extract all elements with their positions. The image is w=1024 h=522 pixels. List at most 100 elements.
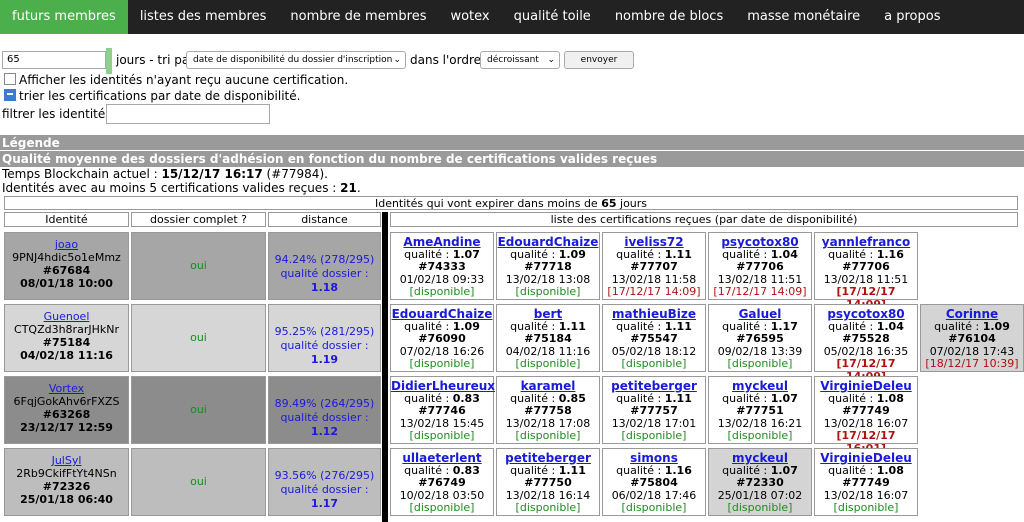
cert-block: #76090 [418,332,466,345]
cert-date: 04/02/18 11:16 [505,344,591,358]
cert-name-link[interactable]: ullaeterlent [402,451,482,465]
nav-item-6[interactable]: masse monétaire [747,9,861,24]
cert-quality-value: 1.09 [452,319,480,333]
cert-status: [disponible] [515,501,581,514]
nav-item-7[interactable]: a propos [884,9,941,24]
sort-cert-checkbox[interactable] [4,89,16,101]
cert-name-link[interactable]: mathieuBize [611,307,697,321]
cert-quality-label: qualité : [616,391,665,405]
nav-item-2[interactable]: nombre de membres [290,9,427,24]
nav-item-0[interactable]: futurs membres [0,0,128,34]
cert-status: [disponible] [621,501,687,514]
no-cert-label: Afficher les identités n'ayant reçu aucu… [19,73,349,87]
no-cert-checkbox[interactable] [4,73,16,85]
cert-cell: petiteberger qualité : 1.11 #77750 13/02/18… [496,448,600,516]
cert-quality-value: 1.07 [452,247,480,261]
cert-quality-value: 1.11 [664,319,692,333]
header-identity: Identité [4,212,129,227]
nav-item-3[interactable]: wotex [450,9,490,24]
distance-value: 93.56% (276/295) [274,469,375,482]
cert-block: #77718 [524,260,572,273]
sort-row: 65 jours - tri par date de disponibilité… [0,48,1024,74]
days-input[interactable]: 65 [2,51,106,69]
cert-name-link[interactable]: Corinne [945,307,999,321]
identity-name-link[interactable]: joao [54,238,79,251]
min-cert-count: 21 [340,181,357,195]
cert-name-link[interactable]: VirginieDeleu [820,379,912,393]
identity-key: 9PNJ4hdic5o1eMmz [12,251,121,264]
cert-quality-label: qualité : [828,319,877,333]
cert-quality-value: 1.11 [664,247,692,261]
legend-bar[interactable]: Légende [0,135,1024,150]
cert-quality-label: qualité : [722,391,771,405]
cert-name-link[interactable]: iveliss72 [624,235,684,249]
expire-prefix: Identités qui vont expirer dans moins de [374,197,602,210]
cert-block: #77749 [842,476,890,489]
submit-button[interactable]: envoyer [564,51,634,69]
filter-input[interactable] [106,104,270,124]
sort-cert-option[interactable]: trier les certifications par date de dis… [4,88,300,104]
cert-quality-value: 1.08 [876,463,904,477]
cert-name-link[interactable]: petiteberger [611,379,697,393]
identity-key: 2Rb9CkifFtYt4NSn [16,467,117,480]
cert-block: #77757 [630,404,678,417]
cert-cell: simons qualité : 1.16 #75804 06/02/18 17:46… [602,448,706,516]
cert-name-link[interactable]: Galuel [738,307,782,321]
identity-cell: Guenoel CTQZd3h8rarJHkNr #75184 04/02/18 11… [4,304,129,372]
cert-name-link[interactable]: karamel [520,379,576,393]
cert-name-link[interactable]: bert [533,307,563,321]
cert-name-link[interactable]: DidierLheureux [391,379,496,393]
blockchain-time-label: Temps Blockchain actuel : [2,167,162,181]
cert-name-link[interactable]: EdouardChaize [497,235,599,249]
identity-cell: Vortex 6FqjGokAhv6rFXZS #63268 23/12/17 12:… [4,376,129,444]
cert-quality-value: 1.17 [770,319,798,333]
identity-name-link[interactable]: Guenoel [43,310,90,323]
cert-name-link[interactable]: yannlefranco [821,235,911,249]
order-label: dans l'ordre : [410,53,489,67]
cert-quality-value: 1.16 [876,247,904,261]
cert-name-link[interactable]: myckeul [732,379,788,393]
complete-cell: oui [131,376,266,444]
cert-name-link[interactable]: myckeul [732,451,788,465]
cert-name-link[interactable]: simons [630,451,678,465]
nav-item-1[interactable]: listes des membres [139,9,267,24]
cert-cell: Galuel qualité : 1.17 #76595 09/02/18 13:39… [708,304,812,372]
cert-quality-value: 1.08 [876,391,904,405]
identity-cell: joao 9PNJ4hdic5o1eMmz #67684 08/01/18 10:00 [4,232,129,300]
cert-name-link[interactable]: AmeAndine [403,235,481,249]
quality-value: 1.17 [310,497,339,510]
cert-name-link[interactable]: VirginieDeleu [820,451,912,465]
distance-cell: 94.24% (278/295) qualité dossier : 1.18 [268,232,381,300]
sort-select[interactable]: date de disponibilité du dossier d'inscr… [186,51,406,69]
no-cert-option[interactable]: Afficher les identités n'ayant reçu aucu… [4,72,348,88]
cert-quality-value: 1.11 [558,319,586,333]
cert-block: #77746 [418,404,466,417]
cert-status: [17/12/17 14:09] [607,285,701,298]
cert-cell: myckeul qualité : 1.07 #72330 25/01/18 07:0… [708,448,812,516]
cert-name-link[interactable]: psycotox80 [827,307,905,321]
identity-cell: JulSyl 2Rb9CkifFtYt4NSn #72326 25/01/18 06:… [4,448,129,516]
sort-cert-label: trier les certifications par date de dis… [19,89,301,103]
cert-date: 05/02/18 18:12 [611,344,697,358]
cert-name-link[interactable]: EdouardChaize [391,307,493,321]
quality-value: 1.19 [310,353,339,366]
cert-date: 13/02/18 17:01 [611,416,697,430]
quality-bar[interactable]: Qualité moyenne des dossiers d'adhésion … [0,151,1024,167]
nav-item-4[interactable]: qualité toile [513,9,591,24]
cert-date: 25/01/18 07:02 [717,488,803,502]
cert-status: [disponible] [515,429,581,442]
cert-name-link[interactable]: petiteberger [505,451,591,465]
order-select[interactable]: décroissant ⌄ [480,51,560,69]
quality-label: qualité dossier : [280,267,369,280]
identity-name-link[interactable]: Vortex [48,382,85,395]
cert-name-link[interactable]: psycotox80 [721,235,799,249]
cert-quality-value: 0.85 [558,391,586,405]
nav-item-5[interactable]: nombre de blocs [614,9,724,24]
cert-block: #77749 [842,404,890,417]
complete-cell: oui [131,448,266,516]
cert-date: 07/02/18 17:43 [929,344,1015,358]
cert-quality-label: qualité : [722,463,771,477]
identity-name-link[interactable]: JulSyl [51,454,82,467]
cert-quality-label: qualité : [404,391,453,405]
days-input-spinner[interactable] [106,48,112,74]
